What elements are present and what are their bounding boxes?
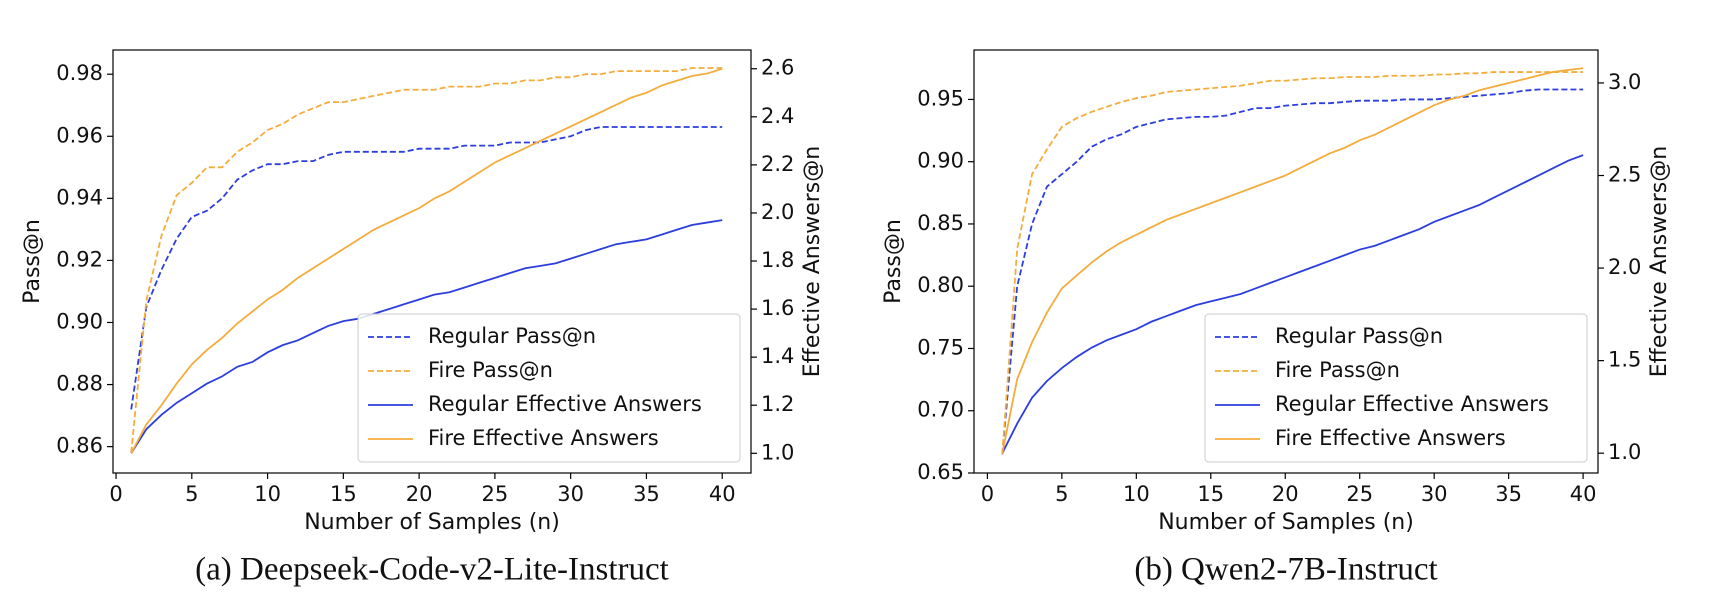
legend-label: Fire Pass@n [1275,358,1400,382]
y2-tick-label: 2.6 [761,56,794,80]
x-tick-label: 25 [1346,482,1373,506]
y-tick-label: 0.90 [917,149,964,173]
y-tick-label: 0.96 [56,123,103,147]
x-axis-label: Number of Samples (n) [1158,510,1414,535]
x-tick-label: 15 [1197,482,1224,506]
y2-tick-label: 2.4 [761,104,794,128]
series-line [1001,71,1584,455]
y2-tick-label: 1.2 [761,392,794,416]
y-tick-label: 0.86 [56,434,103,458]
legend-label: Regular Effective Answers [428,392,702,416]
y-tick-label: 0.85 [917,211,964,235]
y2-tick-label: 1.6 [761,296,794,320]
y2-tick-label: 1.5 [1608,348,1641,372]
x-axis-label: Number of Samples (n) [304,510,560,535]
series-line [130,126,723,410]
x-tick-label: 5 [1055,482,1068,506]
legend-label: Fire Pass@n [428,358,553,382]
y-tick-label: 0.88 [56,372,103,396]
y-tick-label: 0.90 [56,309,103,333]
x-tick-label: 35 [633,482,660,506]
legend-box [1204,313,1588,463]
y2-tick-label: 2.0 [1608,255,1641,279]
y-axis-label: Pass@n [881,219,906,304]
series-line [1001,88,1584,455]
x-tick-label: 15 [330,482,357,506]
legend-box [357,313,741,463]
x-tick-label: 35 [1495,482,1522,506]
caption: (b) Qwen2-7B-Instruct [1134,552,1437,588]
x-tick-label: 0 [981,482,994,506]
x-tick-label: 20 [1272,482,1299,506]
legend-label: Fire Effective Answers [1275,426,1506,450]
y2-tick-label: 2.2 [761,152,794,176]
plot-frame [973,49,1599,474]
y-tick-label: 0.92 [56,247,103,271]
x-tick-label: 30 [1421,482,1448,506]
caption: (a) Deepseek-Code-v2-Lite-Instruct [195,552,669,588]
legend-label: Regular Pass@n [1275,324,1443,348]
y-tick-label: 0.65 [917,460,964,484]
y2-tick-label: 2.5 [1608,163,1641,187]
y-tick-label: 0.95 [917,86,964,110]
plot-frame [112,49,752,474]
x-tick-label: 30 [557,482,584,506]
y-tick-label: 0.70 [917,398,964,422]
x-tick-label: 40 [709,482,736,506]
x-tick-label: 10 [254,482,281,506]
x-tick-label: 20 [406,482,433,506]
y2-tick-label: 2.0 [761,200,794,224]
x-tick-label: 0 [109,482,122,506]
legend-label: Fire Effective Answers [428,426,659,450]
y-tick-label: 0.94 [56,185,103,209]
y2-tick-label: 3.0 [1608,70,1641,94]
x-tick-label: 5 [185,482,198,506]
series-line [130,67,723,454]
x-tick-label: 40 [1570,482,1597,506]
y-tick-label: 0.75 [917,335,964,359]
y-tick-label: 0.80 [917,273,964,297]
y2-axis-label: Effective Answers@n [1647,146,1672,377]
series-line [1001,67,1584,454]
y2-tick-label: 1.0 [1608,440,1641,464]
series-line [1001,154,1584,454]
x-tick-label: 25 [482,482,509,506]
y2-axis-label: Effective Answers@n [800,146,825,377]
series-line [130,67,723,453]
series-line [130,219,723,454]
legend-label: Regular Effective Answers [1275,392,1549,416]
y-tick-label: 0.98 [56,61,103,85]
y2-tick-label: 1.0 [761,440,794,464]
y2-tick-label: 1.4 [761,344,794,368]
legend-label: Regular Pass@n [428,324,596,348]
x-tick-label: 10 [1123,482,1150,506]
y-axis-label: Pass@n [20,219,45,304]
y2-tick-label: 1.8 [761,248,794,272]
